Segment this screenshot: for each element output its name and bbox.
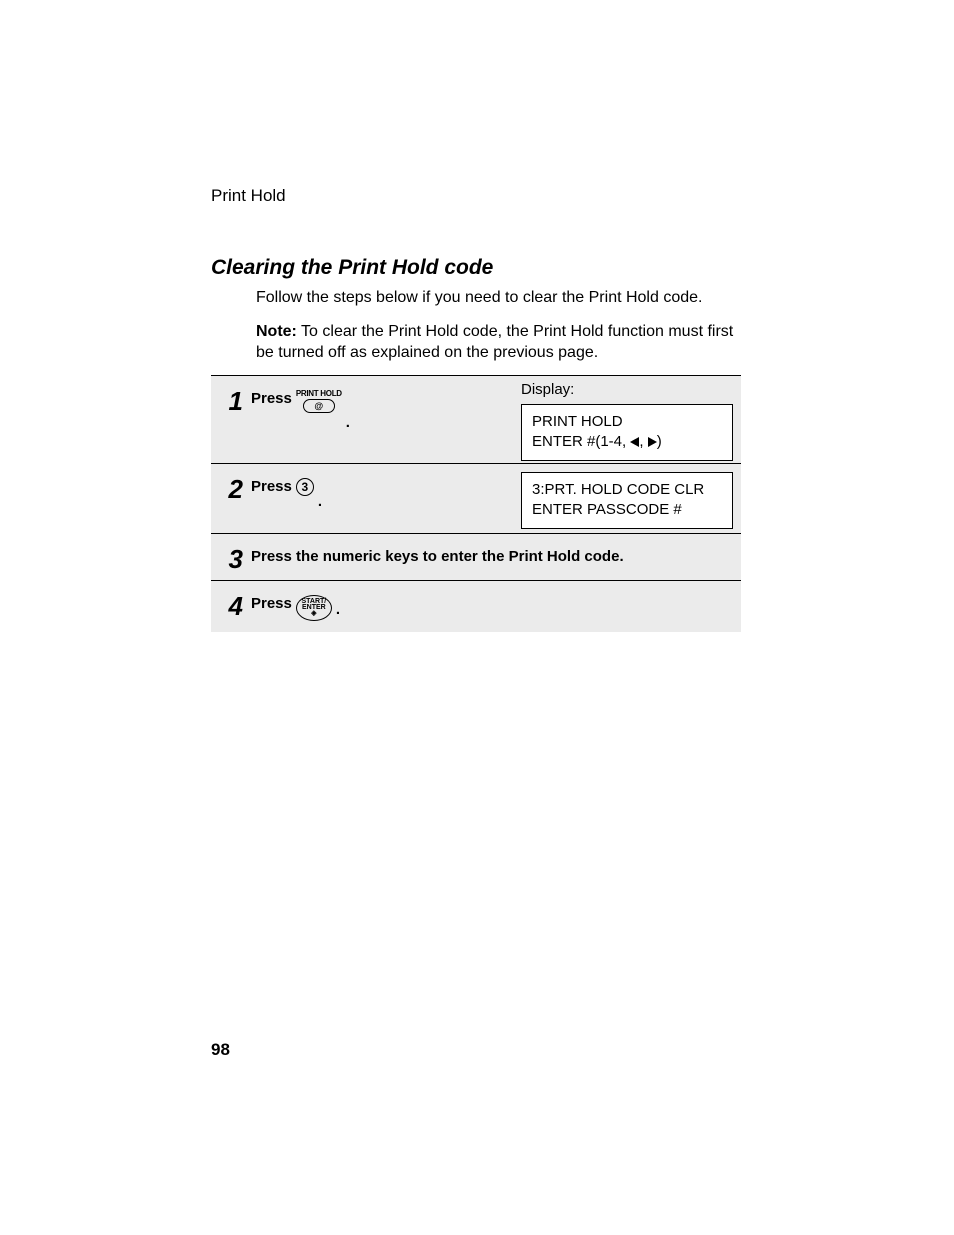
press-text: Press — [251, 478, 292, 495]
display-line-2: ENTER PASSCODE # — [532, 500, 722, 520]
step-1-instruction: Press PRINT HOLD @ . — [251, 390, 350, 455]
step-3: 3 Press the numeric keys to enter the Pr… — [211, 533, 741, 580]
diamond-icon: ◈ — [311, 611, 316, 617]
note-text: Note: To clear the Print Hold code, the … — [256, 322, 746, 364]
step-4-instruction: Press START/ ENTER ◈ . — [251, 595, 340, 624]
display-line-2e: ) — [657, 433, 662, 450]
press-text: Press — [251, 595, 292, 612]
page-number: 98 — [211, 1040, 230, 1060]
start-enter-key-icon: START/ ENTER ◈ — [296, 595, 332, 621]
step-4: 4 Press START/ ENTER ◈ . — [211, 580, 741, 632]
step-3-instruction: Press the numeric keys to enter the Prin… — [251, 548, 624, 572]
print-hold-key-symbol: @ — [303, 399, 335, 413]
print-hold-key-icon: PRINT HOLD @ — [296, 390, 342, 413]
step-1-display-column: Display: PRINT HOLD ENTER #(1-4, , ) — [521, 381, 733, 461]
display-line-2: ENTER #(1-4, , ) — [532, 432, 722, 452]
note-label: Note: — [256, 323, 297, 340]
step-1: 1 Press PRINT HOLD @ . Display: PRINT HO… — [211, 375, 741, 463]
display-line-2a: ENTER #(1-4, — [532, 433, 630, 450]
step-2-display-box: 3:PRT. HOLD CODE CLR ENTER PASSCODE # — [521, 472, 733, 529]
step-3-text: Press the numeric keys to enter the Prin… — [251, 548, 624, 565]
steps-container: 1 Press PRINT HOLD @ . Display: PRINT HO… — [211, 375, 741, 632]
arrow-right-icon — [648, 437, 657, 447]
period: . — [346, 414, 350, 431]
step-2-instruction: Press 3 . — [251, 478, 322, 525]
display-line-1: 3:PRT. HOLD CODE CLR — [532, 480, 722, 500]
display-label: Display: — [521, 381, 733, 398]
period: . — [318, 493, 322, 510]
step-1-number: 1 — [211, 388, 251, 455]
arrow-left-icon — [630, 437, 639, 447]
step-1-display-box: PRINT HOLD ENTER #(1-4, , ) — [521, 404, 733, 461]
page-header: Print Hold — [211, 186, 286, 206]
note-body: To clear the Print Hold code, the Print … — [256, 323, 733, 361]
step-2-display-column: 3:PRT. HOLD CODE CLR ENTER PASSCODE # — [521, 472, 733, 529]
key-3-icon: 3 — [296, 478, 314, 496]
step-4-number: 4 — [211, 593, 251, 624]
step-2: 2 Press 3 . 3:PRT. HOLD CODE CLR ENTER P… — [211, 463, 741, 533]
press-text: Press — [251, 390, 292, 407]
period: . — [336, 601, 340, 618]
section-title: Clearing the Print Hold code — [211, 256, 493, 280]
intro-text: Follow the steps below if you need to cl… — [256, 289, 756, 307]
print-hold-key-label: PRINT HOLD — [296, 390, 342, 398]
step-2-number: 2 — [211, 476, 251, 525]
display-line-2c: , — [639, 433, 647, 450]
display-line-1: PRINT HOLD — [532, 412, 722, 432]
step-3-number: 3 — [211, 546, 251, 572]
